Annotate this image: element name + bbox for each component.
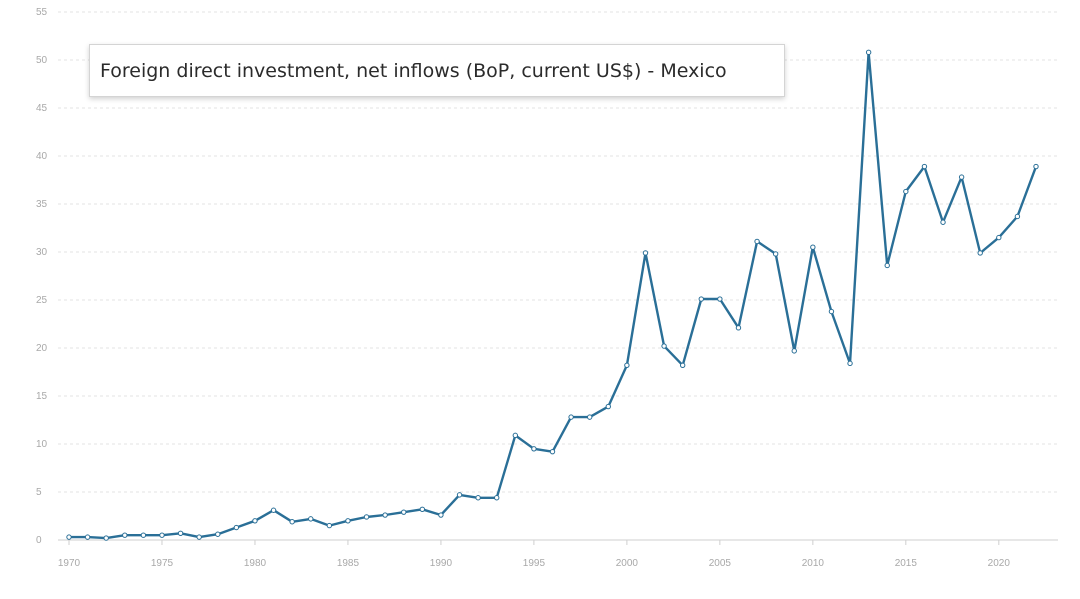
x-axis-tick-labels: 1970 1975 1980 1985 1990 1995 2000 2005 2010 2015…	[58, 540, 1010, 569]
data-point[interactable]	[958, 174, 965, 180]
data-point[interactable]	[698, 296, 704, 302]
data-point[interactable]	[884, 262, 890, 269]
data-point[interactable]	[215, 531, 221, 537]
y-tick-label: 0	[36, 535, 42, 546]
data-point[interactable]	[865, 49, 872, 56]
data-point[interactable]	[122, 532, 128, 538]
data-point[interactable]	[270, 507, 277, 513]
data-point[interactable]	[624, 362, 630, 368]
x-tick-label: 2005	[709, 558, 732, 569]
x-tick-label: 1970	[58, 558, 81, 569]
y-tick-label: 30	[36, 247, 48, 258]
y-tick-label: 25	[36, 295, 48, 306]
data-point[interactable]	[735, 325, 742, 331]
y-tick-label: 10	[36, 439, 48, 450]
data-point[interactable]	[921, 163, 928, 170]
data-point[interactable]	[642, 250, 649, 256]
data-point[interactable]	[419, 506, 426, 512]
data-point[interactable]	[438, 512, 444, 518]
data-points[interactable]	[66, 49, 1039, 541]
data-point[interactable]	[903, 188, 909, 195]
data-point[interactable]	[345, 518, 351, 524]
y-tick-label: 40	[36, 151, 48, 162]
x-tick-label: 2020	[988, 558, 1011, 569]
series-line	[67, 51, 1038, 540]
data-point[interactable]	[84, 534, 91, 540]
data-point[interactable]	[177, 530, 184, 536]
x-tick-label: 1985	[337, 558, 360, 569]
y-tick-label: 5	[36, 487, 42, 498]
data-point[interactable]	[512, 432, 519, 439]
y-axis-tick-labels: 0 5 10 15 20 25 30 35 40 45 50 55	[36, 7, 48, 546]
data-point[interactable]	[754, 238, 760, 245]
x-tick-label: 2015	[895, 558, 918, 569]
data-point[interactable]	[586, 414, 593, 420]
data-point[interactable]	[791, 348, 797, 354]
data-point[interactable]	[847, 360, 853, 367]
x-tick-label: 1975	[151, 558, 174, 569]
x-tick-label: 1995	[523, 558, 546, 569]
y-tick-label: 20	[36, 343, 48, 354]
data-point[interactable]	[661, 343, 667, 349]
data-point[interactable]	[456, 492, 463, 498]
data-point[interactable]	[66, 534, 72, 540]
data-point[interactable]	[494, 495, 500, 501]
y-tick-label: 35	[36, 199, 48, 210]
data-point[interactable]	[103, 535, 109, 541]
data-point[interactable]	[549, 448, 556, 455]
data-point[interactable]	[1014, 213, 1021, 220]
series-line-path	[67, 51, 1038, 540]
data-point[interactable]	[977, 250, 983, 256]
x-tick-label: 1980	[244, 558, 267, 569]
data-point[interactable]	[252, 518, 258, 524]
data-point[interactable]	[1033, 163, 1039, 170]
data-point[interactable]	[679, 362, 686, 368]
data-point[interactable]	[363, 514, 370, 520]
y-tick-label: 50	[36, 55, 48, 66]
data-point[interactable]	[159, 532, 165, 538]
chart-title-box: Foreign direct investment, net inflows (…	[89, 44, 785, 97]
data-point[interactable]	[401, 509, 407, 515]
x-tick-label: 2000	[616, 558, 639, 569]
data-point[interactable]	[717, 296, 723, 302]
data-point[interactable]	[605, 403, 611, 410]
data-point[interactable]	[828, 308, 835, 315]
data-point[interactable]	[308, 516, 314, 522]
data-point[interactable]	[475, 495, 481, 501]
data-point[interactable]	[568, 414, 574, 420]
data-point[interactable]	[940, 219, 946, 225]
y-tick-label: 15	[36, 391, 48, 402]
data-point[interactable]	[326, 522, 333, 529]
chart-title: Foreign direct investment, net inflows (…	[100, 59, 727, 82]
data-point[interactable]	[289, 519, 295, 525]
x-tick-label: 2010	[802, 558, 825, 569]
x-tick-label: 1990	[430, 558, 453, 569]
y-tick-label: 55	[36, 7, 48, 18]
data-point[interactable]	[996, 234, 1002, 241]
data-point[interactable]	[382, 512, 388, 518]
data-point[interactable]	[140, 532, 147, 538]
data-point[interactable]	[531, 446, 537, 452]
y-tick-label: 45	[36, 103, 48, 114]
data-point[interactable]	[233, 524, 240, 531]
data-point[interactable]	[772, 251, 779, 257]
data-point[interactable]	[810, 244, 816, 250]
data-point[interactable]	[196, 534, 202, 540]
